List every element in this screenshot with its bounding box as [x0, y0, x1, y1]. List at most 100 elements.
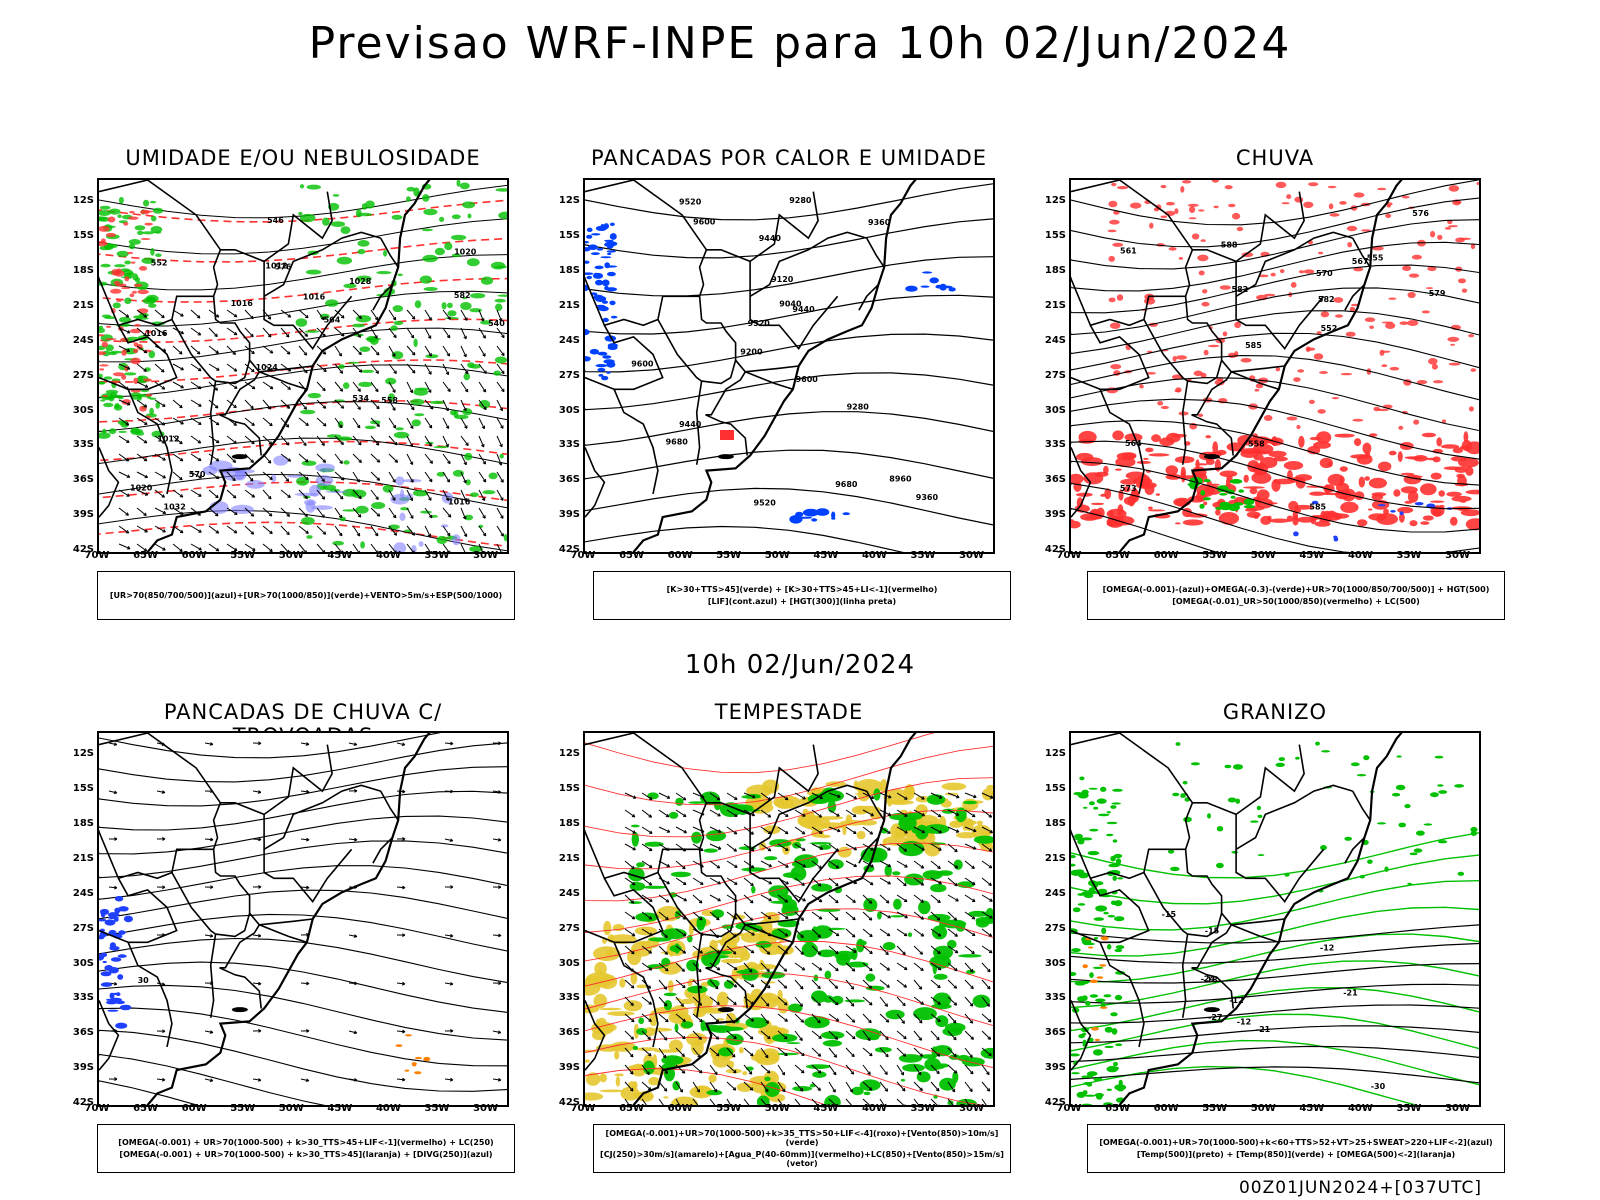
lon-tick-label: 55W [716, 550, 742, 561]
wind-vector [409, 461, 414, 466]
temp850-contour [1094, 1093, 1104, 1097]
wind-vector [267, 460, 272, 464]
wind-vector [879, 1047, 889, 1058]
wind-vector [818, 1035, 822, 1039]
lon-tick-label: 35W [910, 1103, 936, 1114]
wind-vector [321, 478, 325, 482]
temp850-contour [1077, 903, 1086, 906]
wind-vector [478, 525, 487, 537]
wind-vector [760, 996, 770, 1007]
main-title: Previsao WRF-INPE para 10h 02/Jun/2024 [308, 18, 1292, 69]
wind-vector [885, 1019, 890, 1023]
wind-vector [630, 900, 635, 904]
lif-contour [922, 271, 933, 274]
humidity-low-area [452, 469, 464, 477]
wind-vector [750, 882, 754, 887]
wind-vector [460, 507, 467, 520]
jet-area [597, 970, 603, 973]
wind-vector [316, 417, 327, 427]
wind-vector [845, 911, 856, 921]
humidity-low-area [383, 250, 388, 257]
wind-vector [885, 1036, 889, 1041]
streamline-arrow [306, 837, 310, 842]
humidity-low-area [325, 299, 339, 307]
streamline-arrow [498, 741, 502, 746]
wind-vector [442, 525, 451, 537]
rain-area [1430, 472, 1442, 480]
rain-area [1133, 477, 1153, 485]
wind-vector [748, 968, 753, 973]
wind-vector [136, 381, 149, 388]
wind850-area [632, 1045, 639, 1050]
map-umidade: 1016 1016 1020 1024 1028 1032 1012 1016 1012 1016… [97, 178, 509, 554]
wind-vector [879, 843, 891, 851]
wind-vector [777, 1081, 786, 1093]
wind-vector [339, 424, 343, 429]
wind-vector [267, 333, 272, 338]
humidity-high-area [400, 489, 405, 499]
wind-vector [716, 966, 721, 971]
wind-vector [463, 461, 467, 466]
wind-vector [964, 1081, 973, 1092]
wind-vector [921, 847, 925, 851]
omega-area [1094, 1038, 1100, 1042]
rain-area [1309, 491, 1326, 496]
wind850-area [764, 1076, 771, 1082]
divg-area [118, 906, 129, 912]
jet-area [759, 959, 765, 971]
wind-vector [190, 471, 202, 479]
wind850-area [851, 947, 858, 960]
contour-label: 1016 [303, 293, 326, 302]
wind-vector [937, 865, 941, 870]
wind850-area [644, 841, 664, 847]
wind-vector [374, 316, 379, 321]
wind-vector [233, 529, 238, 534]
humidity-low-area [480, 276, 494, 285]
wind-vector [125, 422, 130, 426]
streamline-arrow [258, 837, 262, 842]
wind-vector [700, 881, 704, 885]
wind-vector [376, 459, 381, 463]
contour-label: 540 [488, 319, 505, 328]
wind-vector [460, 435, 469, 446]
wind-vector [850, 1071, 855, 1075]
streamline-arrow [402, 789, 406, 794]
wind-vector [323, 368, 327, 373]
wind-vector [675, 928, 687, 937]
wind-vector [981, 1047, 992, 1056]
temp850-contour [1095, 905, 1107, 912]
wind-vector [828, 911, 839, 921]
wind850-area [916, 1071, 931, 1083]
humidity-low-area [143, 199, 150, 207]
wind-vector [862, 979, 872, 989]
jet-area [614, 1050, 620, 1060]
wind-vector [370, 471, 380, 481]
wind-vector [665, 1018, 669, 1023]
humidity-low-area [406, 186, 416, 192]
rain-area [1145, 447, 1154, 453]
wind-vector [388, 453, 398, 463]
temp850-contour [1457, 871, 1465, 876]
wind-vector [280, 471, 289, 482]
wind-vector [964, 962, 974, 973]
wind-vector [136, 507, 147, 516]
wind-vector [631, 865, 635, 870]
wind-vector [664, 1070, 669, 1074]
rain-area [1155, 493, 1160, 496]
wind-vector [964, 979, 974, 990]
contour-label: 9280 [847, 403, 870, 412]
map-canvas: -12-12-15-15-18-21-24-27-30-12-21 [1071, 733, 1479, 1105]
wind-vector [903, 848, 908, 852]
rain-area [1180, 186, 1185, 193]
wind-vector [696, 1089, 700, 1093]
contour-label: 582 [1318, 295, 1335, 304]
wind-vector [394, 459, 399, 463]
lon-tick-label: 60W [181, 1103, 207, 1114]
lif-contour [604, 239, 614, 242]
wind-vector [733, 848, 737, 852]
wind-vector [304, 495, 308, 500]
divg-area [104, 919, 116, 926]
wind-vector [748, 1071, 753, 1075]
streamline-arrow [252, 934, 261, 937]
wind-vector [339, 460, 343, 464]
